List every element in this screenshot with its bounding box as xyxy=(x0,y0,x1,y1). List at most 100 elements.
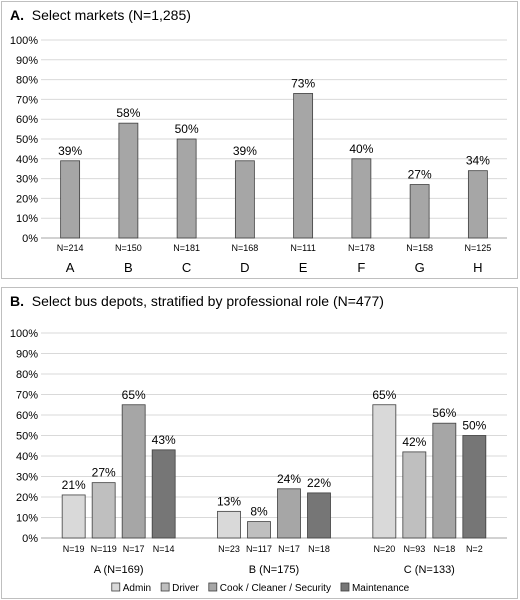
chart-a-category-label: D xyxy=(240,260,249,275)
chart-b-legend-label: Maintenance xyxy=(352,583,410,594)
chart-a-value-label: 50% xyxy=(175,122,199,136)
chart-b-n-label: N=18 xyxy=(433,544,455,554)
chart-b-value-label: 8% xyxy=(250,505,268,519)
chart-b-value-label: 65% xyxy=(372,388,396,402)
chart-a-y-tick-label: 70% xyxy=(16,94,38,106)
chart-b-category-label: B (N=175) xyxy=(249,564,299,576)
chart-b-legend-swatch xyxy=(340,582,350,592)
chart-b-n-label: N=2 xyxy=(466,544,483,554)
chart-b-n-label: N=93 xyxy=(403,544,425,554)
chart-b-y-tick-label: 70% xyxy=(16,390,38,402)
chart-b-y-tick-label: 100% xyxy=(10,328,38,340)
chart-b-category-label: C (N=133) xyxy=(404,564,455,576)
chart-b-n-label: N=14 xyxy=(153,544,175,554)
panel-b-bus-depots: B. Select bus depots, stratified by prof… xyxy=(1,287,518,599)
chart-b-bar xyxy=(372,404,397,539)
panel-b-letter: B. xyxy=(10,293,24,309)
chart-b-bar xyxy=(61,494,86,539)
chart-a-y-tick-label: 10% xyxy=(16,213,38,225)
chart-b-value-label: 22% xyxy=(307,476,331,490)
chart-b-bar xyxy=(277,488,301,539)
chart-a-value-label: 27% xyxy=(408,168,432,182)
chart-a-value-label: 34% xyxy=(466,154,490,168)
chart-b-bar xyxy=(247,521,271,539)
chart-a-bar xyxy=(351,158,372,239)
chart-a-n-label: N=168 xyxy=(231,243,258,253)
chart-b-n-label: N=20 xyxy=(373,544,395,554)
chart-b-y-tick-label: 30% xyxy=(16,472,38,484)
chart-b-bar xyxy=(307,492,331,539)
chart-b-bus-depots: 0% 10% 20% 30% 40% 50% 60% 70% 80% 90% 100% 21% N=19… xyxy=(10,328,507,594)
panel-a-select-markets: A. Select markets (N=1,285) 0% 10% 20% 30% 4… xyxy=(1,1,518,279)
chart-a-n-label: N=125 xyxy=(464,243,491,253)
chart-b-value-label: 27% xyxy=(92,466,116,480)
chart-b-bar xyxy=(432,422,457,539)
chart-a-y-tick-label: 40% xyxy=(16,154,38,166)
panel-a-title: A. Select markets (N=1,285) xyxy=(10,7,191,23)
chart-a-category-label: A xyxy=(66,260,75,275)
chart-b-value-label: 13% xyxy=(217,494,241,508)
chart-a-y-tick-label: 80% xyxy=(16,75,38,87)
chart-a-y-tick-label: 50% xyxy=(16,134,38,146)
chart-b-n-label: N=17 xyxy=(278,544,300,554)
chart-a-category-label: H xyxy=(473,260,482,275)
chart-b-legend-label: Admin xyxy=(123,583,151,594)
chart-a-value-label: 39% xyxy=(233,144,257,158)
chart-a-y-tick-label: 0% xyxy=(22,233,38,245)
chart-b-value-label: 50% xyxy=(462,419,486,433)
chart-a-y-tick-label: 100% xyxy=(10,35,38,47)
chart-b-y-tick-label: 90% xyxy=(16,349,38,361)
chart-b-n-label: N=117 xyxy=(246,544,272,554)
chart-b-y-tick-label: 20% xyxy=(16,492,38,504)
chart-b-value-label: 56% xyxy=(432,406,456,420)
chart-b-n-label: N=17 xyxy=(123,544,145,554)
chart-a-bar xyxy=(409,184,430,239)
chart-b-bar xyxy=(151,449,176,539)
chart-b-bar xyxy=(462,435,487,539)
chart-a-category-label: B xyxy=(124,260,133,275)
chart-b-legend-swatch xyxy=(111,582,121,592)
chart-b-legend-swatch xyxy=(208,582,218,592)
chart-b-n-label: N=119 xyxy=(91,544,117,554)
chart-b-legend-swatch xyxy=(160,582,170,592)
chart-b-y-tick-label: 40% xyxy=(16,451,38,463)
chart-b-y-tick-label: 10% xyxy=(16,513,38,525)
chart-a-n-label: N=158 xyxy=(406,243,433,253)
chart-b-n-label: N=18 xyxy=(308,544,330,554)
chart-a-category-label: F xyxy=(357,260,365,275)
chart-a-n-label: N=178 xyxy=(348,243,375,253)
chart-b-y-tick-label: 80% xyxy=(16,369,38,381)
chart-b-n-label: N=23 xyxy=(218,544,240,554)
chart-b-bar xyxy=(402,451,427,539)
chart-a-category-label: C xyxy=(182,260,191,275)
chart-a-n-label: N=150 xyxy=(115,243,142,253)
chart-a-bar xyxy=(293,93,314,239)
chart-b-value-label: 65% xyxy=(122,388,146,402)
chart-a-bar xyxy=(234,160,255,239)
chart-a-y-tick-label: 30% xyxy=(16,174,38,186)
chart-b-legend-label: Cook / Cleaner / Security xyxy=(220,583,331,594)
panel-b-title-text: Select bus depots, stratified by profess… xyxy=(31,293,384,309)
chart-a-category-label: G xyxy=(415,260,425,275)
chart-b-category-label: A (N=169) xyxy=(94,564,144,576)
chart-b-y-tick-label: 60% xyxy=(16,410,38,422)
chart-a-y-tick-label: 60% xyxy=(16,114,38,126)
chart-b-value-label: 21% xyxy=(62,478,86,492)
chart-a-value-label: 39% xyxy=(58,144,82,158)
chart-a-bar xyxy=(60,160,81,239)
chart-b-value-label: 24% xyxy=(277,472,301,486)
chart-b-value-label: 42% xyxy=(402,435,426,449)
chart-b-legend-label: Driver xyxy=(172,583,199,594)
chart-b-bar xyxy=(217,510,241,539)
chart-b-y-tick-label: 0% xyxy=(22,533,38,545)
chart-a-markets: 0% 10% 20% 30% 40% 50% 60% 70% 80% 90% 100% 39% N=21… xyxy=(10,35,507,275)
chart-a-category-label: E xyxy=(299,260,308,275)
chart-a-y-tick-label: 90% xyxy=(16,55,38,67)
chart-a-n-label: N=214 xyxy=(57,243,84,253)
chart-b-value-label: 43% xyxy=(152,433,176,447)
chart-a-n-label: N=111 xyxy=(290,243,315,253)
panel-a-title-text: Select markets (N=1,285) xyxy=(31,7,191,23)
chart-a-value-label: 73% xyxy=(291,76,315,90)
chart-a-bar xyxy=(467,170,488,239)
chart-b-n-label: N=19 xyxy=(63,544,85,554)
